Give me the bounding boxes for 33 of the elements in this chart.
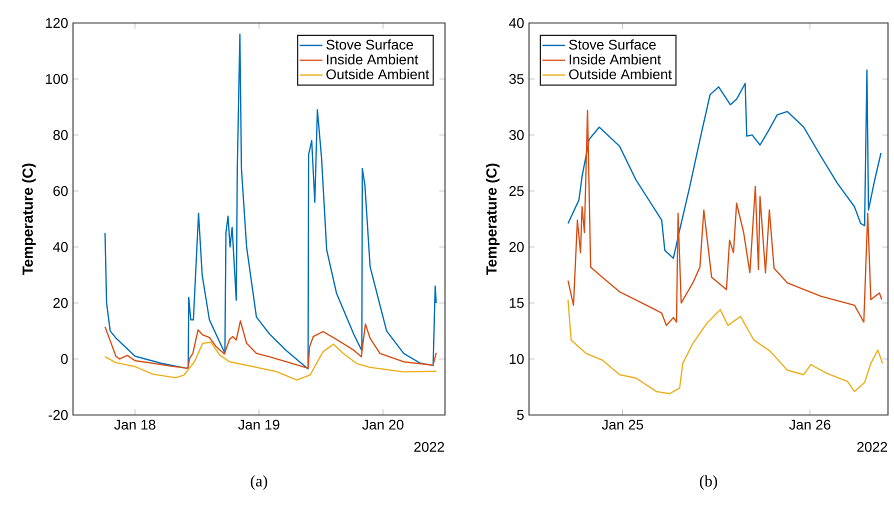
legend-label: Stove Surface bbox=[569, 39, 656, 50]
y-tick-label: 80 bbox=[53, 130, 68, 140]
text: 2022 bbox=[857, 442, 888, 452]
text: (a) bbox=[250, 475, 268, 490]
legend-label: Outside Ambient bbox=[569, 68, 672, 80]
legend-label: Inside Ambient bbox=[570, 54, 661, 64]
y-tick-label: 30 bbox=[509, 130, 524, 140]
y-tick-label: 40 bbox=[509, 18, 524, 28]
y-tick-label: 100 bbox=[46, 74, 68, 84]
y-tick-label: -20 bbox=[48, 410, 68, 420]
y-tick-label: 20 bbox=[53, 298, 68, 308]
legend-label: Stove Surface bbox=[326, 39, 414, 50]
y-tick-label: 15 bbox=[510, 298, 524, 308]
x-tick-label: Jan 20 bbox=[362, 420, 404, 430]
y-axis-title: Temperature (C) bbox=[22, 164, 36, 275]
y-tick-label: 25 bbox=[509, 186, 524, 196]
y-tick-label: 0 bbox=[61, 354, 68, 364]
x-tick-label: Jan 26 bbox=[789, 420, 830, 430]
y-tick-label: 120 bbox=[46, 18, 68, 28]
legend-label: Outside Ambient bbox=[326, 68, 430, 80]
x-tick-label: Jan 18 bbox=[114, 420, 156, 430]
y-tick-label: 20 bbox=[509, 242, 524, 252]
y-tick-label: 35 bbox=[509, 74, 524, 84]
y-tick-label: 40 bbox=[53, 242, 68, 252]
y-tick-label: 5 bbox=[517, 410, 524, 420]
text: 2022 bbox=[414, 442, 444, 452]
legend-label: Inside Ambient bbox=[327, 54, 418, 64]
x-tick-label: Jan 19 bbox=[238, 420, 280, 430]
y-tick-label: 60 bbox=[53, 186, 68, 196]
y-axis-title: Temperature (C) bbox=[486, 164, 500, 275]
x-tick-label: Jan 25 bbox=[602, 420, 644, 430]
y-tick-label: 10 bbox=[510, 354, 524, 364]
text: (b) bbox=[700, 475, 718, 490]
